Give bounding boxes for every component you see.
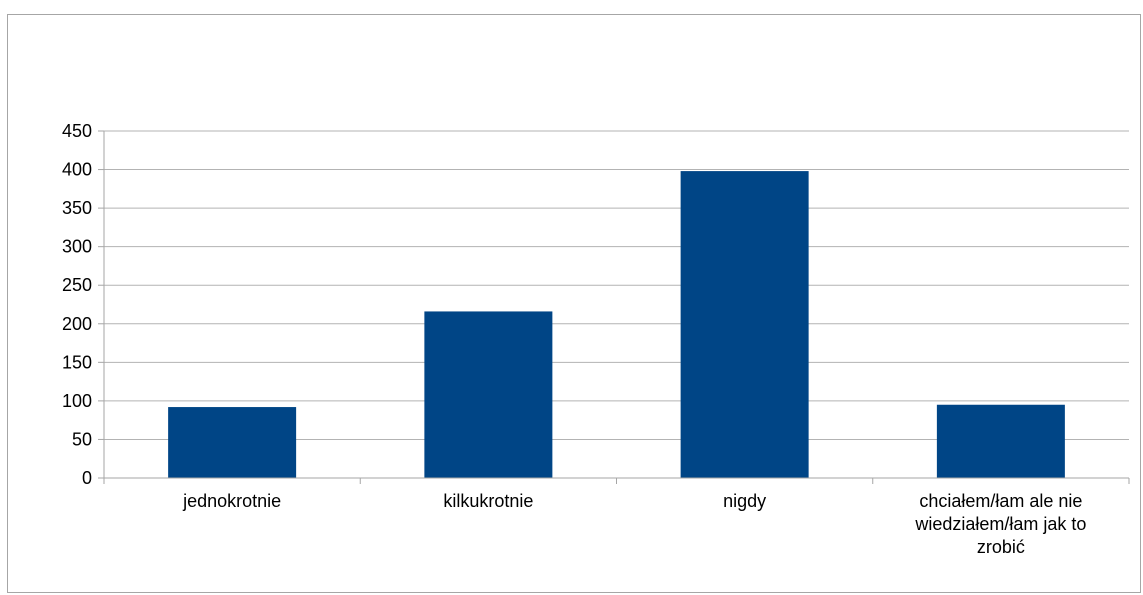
y-tick-label: 0 <box>82 468 92 488</box>
x-tick-label: zrobić <box>977 537 1025 557</box>
y-tick-label: 50 <box>72 429 92 449</box>
x-tick-labels: jednokrotnie kilkukrotnie nigdy chciałem/ła… <box>182 491 1086 557</box>
bar-2 <box>424 311 553 478</box>
y-tick-label: 450 <box>62 121 92 141</box>
x-tick-label: kilkukrotnie <box>443 491 533 511</box>
x-tick-label: wiedziałem/łam jak to <box>914 514 1086 534</box>
x-tick-label: jednokrotnie <box>182 491 281 511</box>
gridlines <box>104 130 1129 440</box>
y-tick-label: 150 <box>62 352 92 372</box>
y-tick-label: 100 <box>62 391 92 411</box>
y-tick-label: 350 <box>62 198 92 218</box>
bars <box>168 171 1065 478</box>
y-tick-label: 400 <box>62 160 92 180</box>
x-tick-label: chciałem/łam ale nie <box>919 491 1082 511</box>
chart-frame <box>7 14 1141 593</box>
bar-1 <box>168 407 297 478</box>
y-tick-label: 200 <box>62 314 92 334</box>
bar-3 <box>680 171 809 478</box>
x-tick-label: nigdy <box>723 491 766 511</box>
y-tick-label: 250 <box>62 275 92 295</box>
y-tick-label: 300 <box>62 237 92 257</box>
axes <box>98 130 1130 484</box>
bar-4 <box>936 404 1065 478</box>
y-tick-labels: 0 50 100 150 200 250 300 350 400 450 <box>62 121 92 488</box>
